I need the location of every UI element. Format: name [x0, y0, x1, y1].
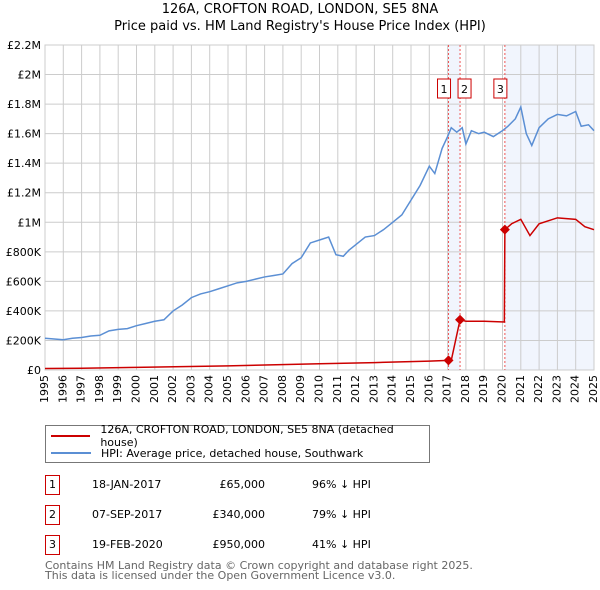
x-tick-label: 2010 — [313, 375, 326, 403]
y-tick-label: £200K — [6, 334, 42, 347]
shaded-period — [504, 45, 594, 370]
transaction-number: 1 — [45, 475, 60, 495]
y-tick-label: £0 — [27, 364, 41, 377]
transaction-number: 3 — [45, 535, 60, 555]
footer: Contains HM Land Registry data © Crown c… — [45, 559, 473, 582]
x-tick-label: 2022 — [532, 375, 545, 403]
transaction-hpi-diff: 96% ↓ HPI — [312, 478, 371, 491]
transaction-row: 3 19-FEB-2020 £950,000 41% ↓ HPI — [45, 535, 465, 555]
chart-subtitle: Price paid vs. HM Land Registry's House … — [114, 19, 486, 34]
price-chart: 1995 1996 1997 1998 1999 2000 2001 2002 2003 2004… — [6, 39, 600, 403]
x-tick-label: 1995 — [38, 375, 51, 403]
y-tick-label: £800K — [6, 246, 42, 259]
x-tick-label: 2013 — [367, 375, 380, 403]
x-tick-label: 2002 — [166, 375, 179, 403]
x-tick-label: 2008 — [276, 375, 289, 403]
x-tick-label: 2024 — [569, 375, 582, 403]
x-tick-label: 2007 — [258, 375, 271, 403]
y-tick-label: £2.2M — [7, 39, 41, 52]
marker-label: 1 — [441, 83, 448, 96]
y-tick-label: £600K — [6, 275, 42, 288]
plot-border — [44, 44, 595, 371]
x-tick-label: 2005 — [221, 375, 234, 403]
property-price-line — [44, 217, 595, 370]
y-tick-label: £1.4M — [7, 157, 41, 170]
x-tick-label: 2021 — [514, 375, 527, 403]
x-tick-label: 2012 — [349, 375, 362, 403]
x-tick-label: 2000 — [130, 375, 143, 403]
transaction-hpi-diff: 41% ↓ HPI — [312, 538, 371, 551]
transaction-number: 2 — [45, 505, 60, 525]
x-tick-label: 2023 — [550, 375, 563, 403]
x-tick-label: 1997 — [75, 375, 88, 403]
x-tick-label: 1998 — [93, 375, 106, 403]
transaction-price: £65,000 — [219, 478, 266, 491]
legend-swatch-hpi — [51, 452, 91, 454]
x-tick-label: 1996 — [56, 375, 69, 403]
x-tick-label: 2015 — [404, 375, 417, 403]
y-tick-label: £1.2M — [7, 187, 41, 200]
transaction-date: 19-FEB-2020 — [92, 538, 163, 551]
x-tick-label: 2004 — [203, 375, 216, 403]
x-tick-label: 2016 — [422, 375, 435, 403]
sale-point — [499, 224, 510, 235]
transaction-date: 18-JAN-2017 — [92, 478, 162, 491]
legend-swatch-property — [51, 435, 91, 437]
footer-line-2: This data is licensed under the Open Gov… — [45, 569, 396, 582]
marker-label-box — [457, 78, 472, 99]
x-tick-label: 2017 — [441, 375, 454, 403]
x-tick-label: 2014 — [386, 375, 399, 403]
shaded-period — [448, 45, 461, 370]
x-tick-label: 2009 — [294, 375, 307, 403]
hpi-line — [44, 104, 595, 341]
x-tick-label: 2011 — [331, 375, 344, 403]
marker-label-box — [493, 78, 508, 99]
marker-label: 3 — [497, 83, 504, 96]
sale-point — [443, 355, 454, 366]
transaction-row: 1 18-JAN-2017 £65,000 96% ↓ HPI — [45, 475, 465, 495]
x-tick-label: 1999 — [111, 375, 124, 403]
x-tick-label: 2018 — [459, 375, 472, 403]
transaction-price: £340,000 — [212, 508, 266, 521]
marker-label: 2 — [461, 83, 468, 96]
legend-label-property: 126A, CROFTON ROAD, LONDON, SE5 8NA (det… — [100, 423, 394, 449]
legend-label-hpi: HPI: Average price, detached house, Sout… — [101, 446, 364, 460]
x-tick-label: 2003 — [184, 375, 197, 403]
x-tick-label: 2020 — [496, 375, 509, 403]
y-tick-label: £2M — [18, 69, 42, 82]
x-tick-label: 2019 — [477, 375, 490, 403]
x-tick-label: 2001 — [148, 375, 161, 403]
y-tick-label: £1M — [18, 216, 42, 229]
transaction-price: £950,000 — [212, 538, 266, 551]
y-tick-label: £1.8M — [7, 98, 41, 111]
transaction-date: 07-SEP-2017 — [92, 508, 163, 521]
y-tick-label: £1.6M — [7, 128, 41, 141]
marker-label-box — [437, 78, 452, 99]
transaction-row: 2 07-SEP-2017 £340,000 79% ↓ HPI — [45, 505, 465, 525]
legend: 126A, CROFTON ROAD, LONDON, SE5 8NA (det… — [45, 423, 430, 463]
footer-line-1: Contains HM Land Registry data © Crown c… — [45, 559, 473, 572]
sale-point — [455, 314, 466, 325]
x-tick-label: 2006 — [239, 375, 252, 403]
x-tick-label: 2025 — [587, 375, 600, 403]
transaction-hpi-diff: 79% ↓ HPI — [312, 508, 371, 521]
y-tick-label: £400K — [6, 305, 42, 318]
chart-title: 126A, CROFTON ROAD, LONDON, SE5 8NA — [161, 2, 439, 17]
